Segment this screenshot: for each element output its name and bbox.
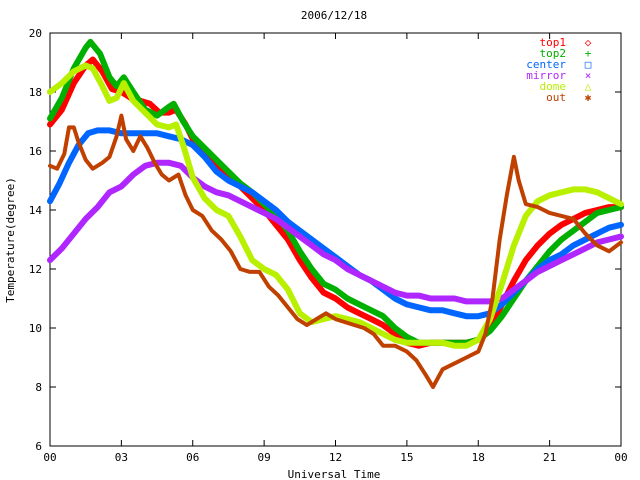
x-tick-label: 00 — [43, 451, 56, 464]
y-tick-label: 14 — [29, 204, 43, 217]
series-layer — [47, 38, 624, 389]
legend-marker-top2: + — [585, 47, 592, 60]
chart-title: 2006/12/18 — [301, 9, 367, 22]
legend-marker-out: ✱ — [585, 91, 592, 104]
y-tick-label: 18 — [29, 86, 42, 99]
legend-marker-center: □ — [585, 58, 592, 71]
legend-label-dome: dome — [540, 80, 567, 93]
series-out-line — [48, 113, 623, 389]
x-tick-label: 21 — [543, 451, 556, 464]
legend-label-mirror: mirror — [526, 69, 566, 82]
legend-label-out: out — [546, 91, 566, 104]
y-tick-label: 10 — [29, 322, 42, 335]
legend-label-center: center — [526, 58, 566, 71]
legend-marker-top1: ◇ — [585, 36, 592, 49]
legend-label-top2: top2 — [540, 47, 567, 60]
y-tick-label: 8 — [35, 381, 42, 394]
y-tick-label: 12 — [29, 263, 42, 276]
series-mirror-line — [47, 159, 624, 305]
y-tick-label: 20 — [29, 27, 42, 40]
legend-marker-mirror: × — [585, 69, 592, 82]
x-tick-label: 06 — [186, 451, 199, 464]
x-axis-title: Universal Time — [288, 468, 381, 480]
y-axis-title: Temperature(degree) — [4, 177, 17, 303]
legend-label-top1: top1 — [540, 36, 567, 49]
legend: top1 ◇ top2 + center □ mirror × dome △ out ✱ — [526, 36, 591, 104]
x-tick-label: 00 — [614, 451, 627, 464]
x-tick-label: 15 — [400, 451, 413, 464]
x-tick-label: 18 — [472, 451, 485, 464]
y-tick-label: 6 — [35, 440, 42, 453]
y-tick-label: 16 — [29, 145, 42, 158]
x-tick-label: 09 — [258, 451, 271, 464]
legend-marker-dome: △ — [585, 80, 592, 93]
x-tick-label: 12 — [329, 451, 342, 464]
x-tick-label: 03 — [115, 451, 128, 464]
